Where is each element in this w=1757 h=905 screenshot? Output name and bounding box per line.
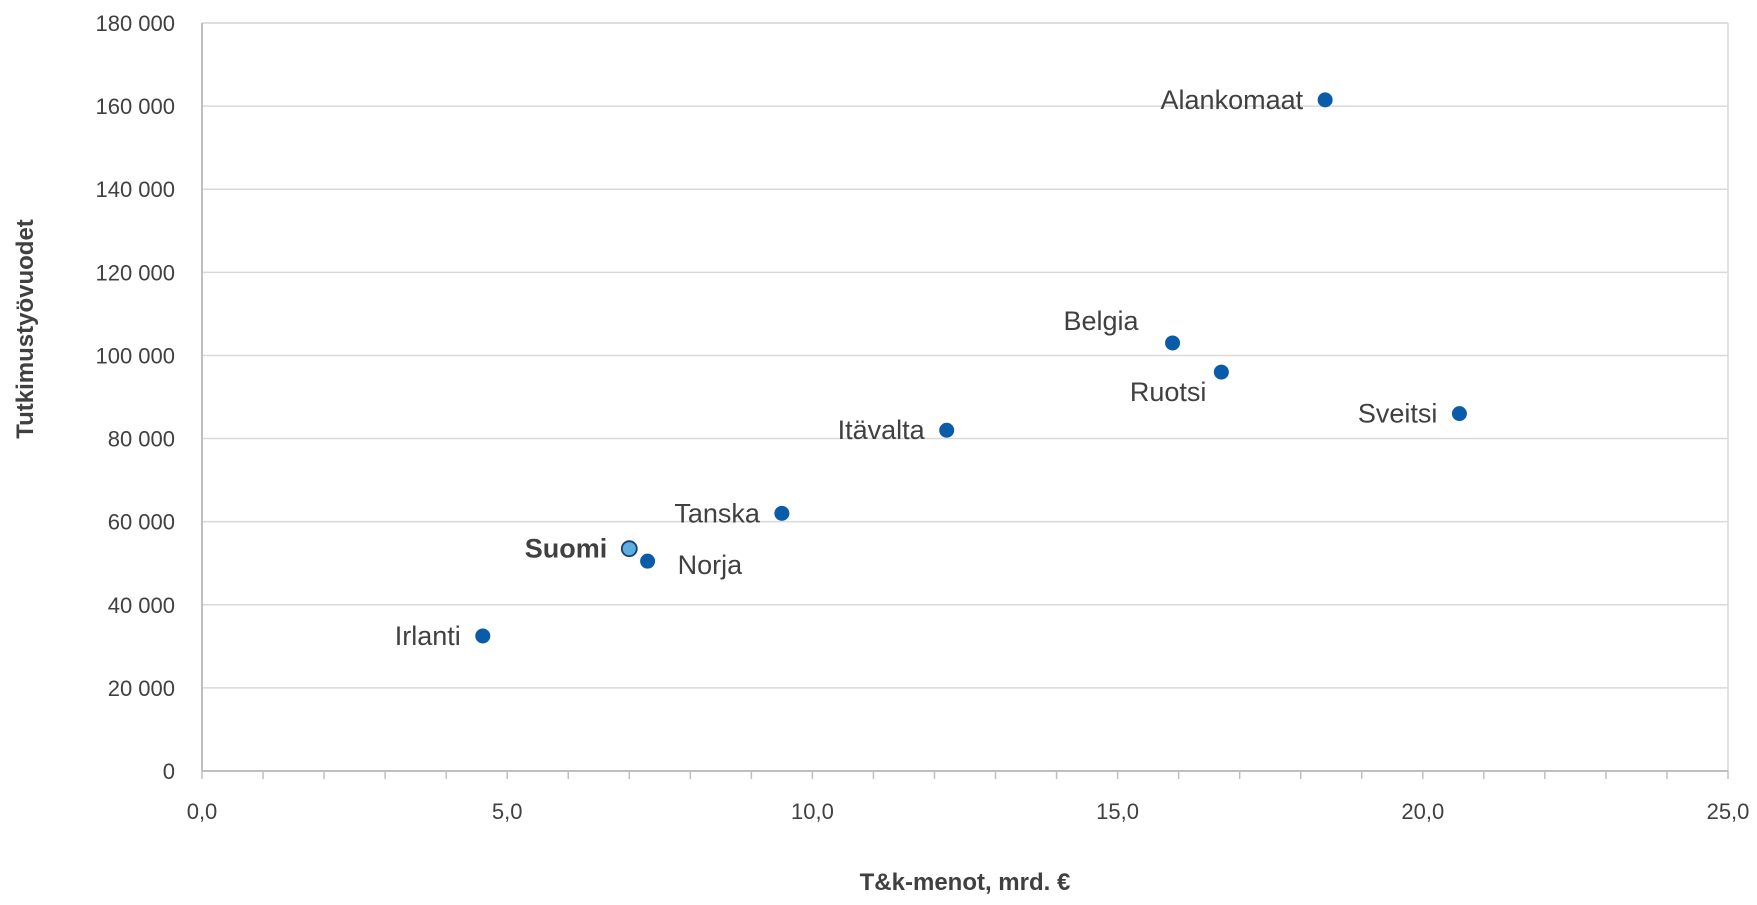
y-tick-label: 120 000 xyxy=(95,260,175,285)
data-point-ruotsi xyxy=(1213,364,1229,380)
y-tick-label: 160 000 xyxy=(95,94,175,119)
tick-labels: 0 20 000 40 000 60 000 80 000 100 000 120 000 1… xyxy=(95,11,1749,824)
point-label-tanska: Tanska xyxy=(674,498,761,528)
x-tick-label: 10,0 xyxy=(791,799,834,824)
point-label-norja: Norja xyxy=(678,550,744,580)
point-label-belgia: Belgia xyxy=(1063,306,1139,336)
point-label-suomi: Suomi xyxy=(525,534,608,564)
y-tick-label: 0 xyxy=(163,759,175,784)
y-tick-label: 140 000 xyxy=(95,177,175,202)
y-tick-label: 80 000 xyxy=(108,427,175,452)
point-label-sveitsi: Sveitsi xyxy=(1358,399,1438,429)
data-point-sveitsi xyxy=(1451,406,1467,422)
point-label-irlanti: Irlanti xyxy=(395,621,461,651)
data-point-belgia xyxy=(1165,335,1181,351)
y-axis-title: Tutkimustyövuodet xyxy=(12,219,39,439)
point-label-ruotsi: Ruotsi xyxy=(1130,377,1207,407)
x-tick-label: 5,0 xyxy=(492,799,523,824)
y-tick-label: 20 000 xyxy=(108,676,175,701)
y-tick-label: 60 000 xyxy=(108,510,175,535)
point-label-it-valta: Itävalta xyxy=(838,415,926,445)
x-tick-label: 15,0 xyxy=(1096,799,1139,824)
data-point-tanska xyxy=(774,505,790,521)
x-axis-title: T&k-menot, mrd. € xyxy=(860,869,1071,896)
data-point-it-valta xyxy=(939,422,955,438)
x-tick-label: 20,0 xyxy=(1401,799,1444,824)
gridlines xyxy=(202,22,1729,771)
data-point-alankomaat xyxy=(1317,92,1333,108)
x-tick-label: 0,0 xyxy=(187,799,218,824)
y-tick-label: 40 000 xyxy=(108,593,175,618)
data-point-suomi xyxy=(620,540,638,558)
y-tick-label: 100 000 xyxy=(95,343,175,368)
axes xyxy=(201,23,1729,779)
point-labels: Alankomaat Belgia Ruotsi Sveitsi Itävalta Tan… xyxy=(395,85,1438,651)
data-points xyxy=(475,92,1467,644)
point-label-alankomaat: Alankomaat xyxy=(1161,85,1304,115)
data-point-irlanti xyxy=(475,628,491,644)
x-tick-label: 25,0 xyxy=(1707,799,1750,824)
data-point-norja xyxy=(640,553,656,569)
y-tick-label: 180 000 xyxy=(95,11,175,36)
